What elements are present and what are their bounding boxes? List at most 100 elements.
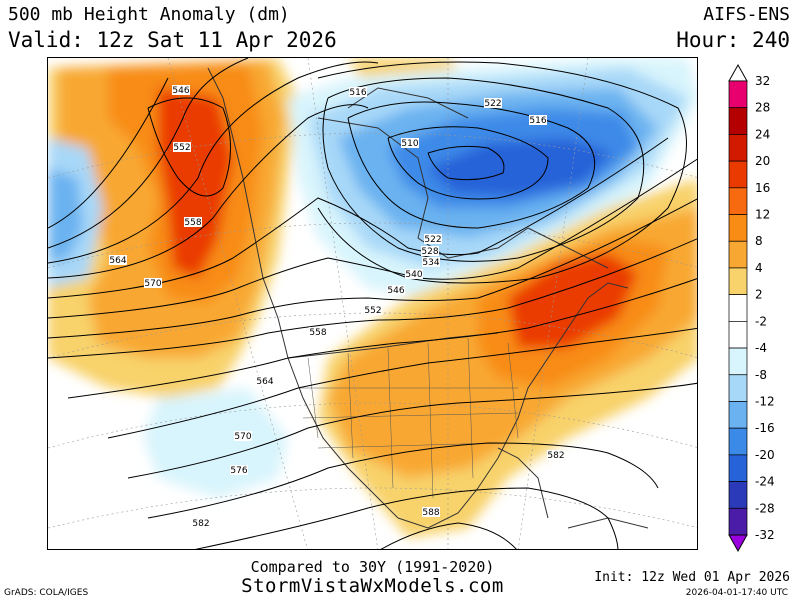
- contour-label-bg: [172, 85, 190, 95]
- colorbar-tick-label: -24: [755, 475, 775, 489]
- colorbar-tick-label: -16: [755, 421, 775, 435]
- negative-anomaly-northwest-core: [48, 168, 83, 263]
- contour-label-bg: [309, 327, 327, 337]
- colorbar-tick-label: -32: [755, 528, 775, 542]
- colorbar-tick-label: 16: [755, 181, 770, 195]
- colorbar-box: [728, 214, 748, 242]
- contour-label-bg: [422, 257, 440, 267]
- contour-label-552-west: 552: [173, 143, 190, 153]
- contour-label-558-center: 558: [309, 328, 326, 338]
- colorbar-box: [728, 401, 748, 429]
- contour-label-564-center: 564: [256, 377, 273, 387]
- contour-label-bg: [547, 450, 565, 460]
- contour-label-bg: [230, 465, 248, 475]
- contour-label-bg: [484, 98, 502, 108]
- colorbar-box: [728, 321, 748, 349]
- colorbar-box: [728, 107, 748, 135]
- contour-label-570-west: 570: [144, 279, 161, 289]
- negative-anomaly-canada-20: [428, 138, 613, 196]
- contour-label-528: 528: [421, 247, 438, 257]
- contour-label-552-center: 552: [364, 306, 381, 316]
- colorbar-box: [728, 267, 748, 295]
- colorbar-box: [728, 294, 748, 322]
- colorbar-tick-label: 4: [755, 261, 763, 275]
- colorbar-tick-label: 20: [755, 154, 770, 168]
- contour-label-522-center: 522: [424, 235, 441, 245]
- colorbar-box: [728, 454, 748, 482]
- map-canvas: 5465525585645705165105225165225285345405…: [48, 58, 697, 549]
- contour-label-534: 534: [422, 258, 439, 268]
- contour-label-bg: [109, 255, 127, 265]
- contour-label-576: 576: [230, 466, 247, 476]
- colorbar-box: [728, 347, 748, 376]
- colorbar-tick-label: -4: [755, 341, 767, 355]
- colorbar-box: [728, 80, 748, 109]
- contour-label-570-south: 570: [234, 432, 251, 442]
- anomaly-shading: [48, 58, 697, 538]
- init-time: Init: 12z Wed 01 Apr 2026: [594, 570, 790, 585]
- colorbar-box: [728, 374, 748, 402]
- colorbar-tick-label: -12: [755, 394, 775, 408]
- height-contours: [48, 58, 697, 549]
- contour-label-522-north: 522: [484, 99, 501, 109]
- climatology-note: Compared to 30Y (1991-2020): [250, 558, 495, 576]
- contour-label-bg: [234, 431, 252, 441]
- colorbar-tick-label: 12: [755, 208, 770, 222]
- colorbar-tick-label: -28: [755, 501, 775, 515]
- chart-title: 500 mb Height Anomaly (dm): [8, 4, 290, 25]
- contour-label-bg: [405, 269, 423, 279]
- contour-label-558-west: 558: [184, 218, 201, 228]
- state-borders: [298, 337, 519, 499]
- contour-label-bg: [401, 138, 419, 148]
- contour-label-bg: [424, 234, 442, 244]
- contour-label-bg: [387, 285, 405, 295]
- colorbar-box: [728, 481, 748, 509]
- grads-credit: GrADS: COLA/IGES: [4, 588, 89, 598]
- colorbar: 32 28 24 20 16 12 8 4 2 -2 -4 -8 -12 -16 -20 -24 -28 -32: [727, 63, 800, 573]
- colorbar-top-arrow: [728, 63, 748, 82]
- contour-label-group: 5465525585645705165105225165225285345405…: [109, 85, 565, 529]
- colorbar-box: [728, 507, 748, 536]
- contour-label-516-east: 516: [529, 116, 546, 126]
- contour-label-516-north: 516: [349, 88, 366, 98]
- contour-label-546-center: 546: [387, 286, 404, 296]
- forecast-hour: Hour: 240: [676, 28, 790, 52]
- colorbar-tick-label: 8: [755, 234, 763, 248]
- valid-time: Valid: 12z Sat 11 Apr 2026: [8, 28, 337, 52]
- colorbar-box: [728, 240, 748, 269]
- contour-label-bg: [173, 142, 191, 152]
- colorbar-bottom-arrow: [728, 534, 748, 553]
- contour-label-546-west: 546: [172, 86, 189, 96]
- colorbar-tick-label: -20: [755, 448, 775, 462]
- contour-label-588: 588: [422, 508, 439, 518]
- negative-anomaly-southwest: [143, 388, 288, 498]
- contour-label-510: 510: [401, 139, 418, 149]
- contour-label-bg: [422, 507, 440, 517]
- anomaly-map: 546 552 558 564 570 516 510 522 516 522 528 534 540 5…: [47, 57, 698, 550]
- contour-label-bg: [364, 305, 382, 315]
- contour-label-564-west: 564: [109, 256, 126, 266]
- colorbar-box: [728, 427, 748, 456]
- colorbar-tick-label: -8: [755, 368, 767, 382]
- colorbar-box: [728, 160, 748, 189]
- contour-label-540: 540: [405, 270, 422, 280]
- colorbar-tick-label: 28: [755, 101, 770, 115]
- contour-label-bg: [529, 115, 547, 125]
- colorbar-box: [728, 134, 748, 162]
- contour-label-bg: [184, 217, 202, 227]
- colorbar-box: [728, 187, 748, 215]
- colorbar-tick-label: 32: [755, 74, 770, 88]
- positive-anomaly-east-16: [508, 253, 638, 348]
- site-name: StormVistaWxModels.com: [241, 575, 504, 597]
- colorbar-tick-label: -2: [755, 314, 767, 328]
- generation-timestamp: 2026-04-01-17:40 UTC: [685, 588, 788, 598]
- contour-label-582-southwest: 582: [192, 519, 209, 529]
- colorbar-tick-label: 24: [755, 127, 770, 141]
- contour-label-582-east: 582: [547, 451, 564, 461]
- positive-anomaly-west-16: [158, 88, 233, 278]
- colorbar-tick-label: 2: [755, 288, 763, 302]
- contour-label-bg: [349, 87, 367, 97]
- model-name: AIFS-ENS: [703, 4, 790, 25]
- contour-label-bg: [144, 278, 162, 288]
- graticule: [48, 58, 697, 549]
